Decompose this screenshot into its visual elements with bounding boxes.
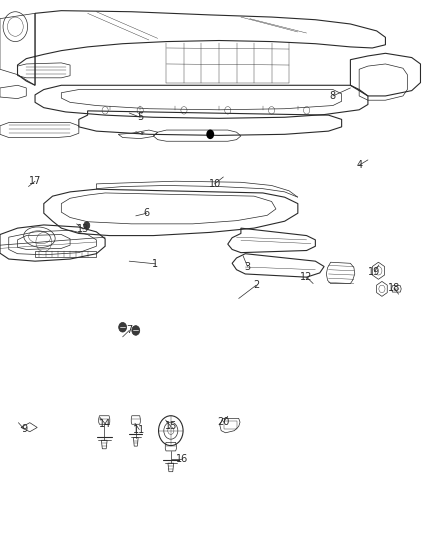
Text: 10: 10	[208, 179, 221, 189]
Text: 19: 19	[368, 267, 381, 277]
Text: 8: 8	[330, 91, 336, 101]
Bar	[224, 421, 237, 429]
Text: 6: 6	[144, 208, 150, 218]
Text: 1: 1	[152, 259, 159, 269]
Text: 5: 5	[137, 112, 143, 122]
Circle shape	[206, 130, 214, 139]
Text: 9: 9	[21, 424, 27, 434]
Text: 14: 14	[99, 419, 111, 429]
Text: 13: 13	[77, 224, 89, 234]
FancyArrowPatch shape	[141, 133, 144, 135]
Text: 2: 2	[253, 280, 259, 290]
Circle shape	[84, 222, 90, 229]
Text: 12: 12	[300, 272, 313, 282]
Text: 11: 11	[133, 425, 145, 434]
Text: 4: 4	[356, 160, 362, 170]
Text: 3: 3	[244, 262, 251, 271]
Circle shape	[132, 326, 140, 335]
Text: 20: 20	[217, 417, 230, 427]
Text: 18: 18	[388, 283, 400, 293]
Text: 17: 17	[29, 176, 41, 186]
Circle shape	[119, 322, 127, 332]
Text: 16: 16	[176, 455, 188, 464]
Text: 7: 7	[126, 326, 132, 335]
Text: 15: 15	[165, 422, 177, 431]
